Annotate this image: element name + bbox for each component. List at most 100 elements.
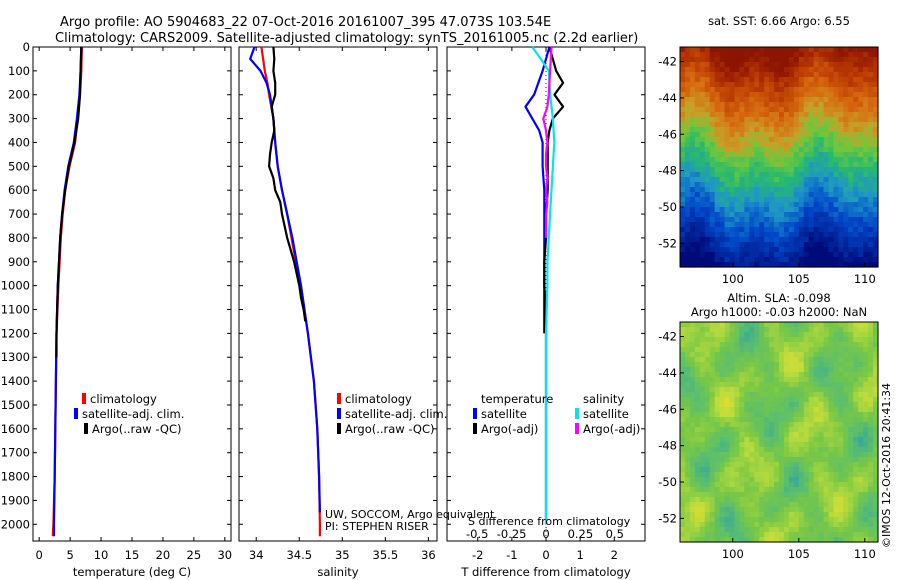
map-cell: [744, 507, 750, 513]
map-cell: [868, 487, 874, 493]
map-cell: [754, 147, 760, 153]
map-cell: [808, 417, 815, 423]
map-lon-label: 105: [788, 272, 810, 286]
map-cell: [823, 167, 830, 173]
map-cell: [813, 92, 820, 98]
map-cell: [754, 527, 760, 533]
map-cell: [680, 422, 686, 428]
map-cell: [694, 467, 701, 473]
map-cell: [793, 87, 800, 93]
map-cell: [828, 452, 835, 458]
map-cell: [734, 72, 740, 78]
map-cell: [774, 197, 780, 203]
map-cell: [828, 362, 835, 368]
map-cell: [793, 107, 800, 113]
map-cell: [744, 437, 750, 443]
map-cell: [808, 257, 815, 263]
map-cell: [764, 527, 770, 533]
map-cell: [749, 447, 755, 453]
map-cell: [759, 502, 765, 508]
map-cell: [803, 502, 810, 508]
map-cell: [828, 502, 835, 508]
map-cell: [709, 217, 716, 223]
map-cell: [744, 102, 750, 108]
map-cell: [838, 262, 844, 268]
map-cell: [868, 142, 874, 148]
map-cell: [828, 342, 835, 348]
map-cell: [798, 412, 805, 418]
map-cell: [694, 157, 701, 163]
map-cell: [863, 52, 869, 58]
map-cell: [818, 327, 825, 333]
map-cell: [803, 367, 810, 373]
map-cell: [714, 207, 721, 213]
depth-tick-label: 1100: [1, 303, 30, 317]
map-cell: [783, 502, 790, 508]
depth-tick-label: 1600: [1, 422, 30, 436]
map-cell: [734, 467, 740, 473]
map-cell: [853, 377, 859, 383]
map-cell: [699, 87, 706, 93]
map-cell: [813, 152, 820, 158]
map-cell: [759, 322, 765, 328]
map-cell: [749, 332, 755, 338]
map-cell: [828, 117, 835, 123]
map-cell: [788, 517, 795, 523]
map-cell: [709, 117, 716, 123]
map-cell: [774, 67, 780, 73]
map-cell: [858, 482, 864, 488]
map-cell: [828, 97, 835, 103]
map-cell: [873, 322, 879, 328]
map-cell: [719, 527, 726, 533]
depth-tick-label: 1300: [1, 350, 30, 364]
map-cell: [798, 137, 805, 143]
map-cell: [759, 102, 765, 108]
map-cell: [833, 182, 839, 188]
map-cell: [853, 157, 859, 163]
map-cell: [734, 97, 740, 103]
map-cell: [818, 72, 825, 78]
map-cell: [749, 372, 755, 378]
map-cell: [858, 82, 864, 88]
map-cell: [754, 102, 760, 108]
map-cell: [709, 432, 716, 438]
map-cell: [818, 462, 825, 468]
map-cell: [724, 492, 731, 498]
map-cell: [798, 467, 805, 473]
map-cell: [798, 432, 805, 438]
map-cell: [838, 472, 844, 478]
map-cell: [714, 47, 721, 53]
map-cell: [680, 417, 686, 423]
map-cell: [793, 527, 800, 533]
map-cell: [873, 457, 879, 463]
map-cell: [680, 432, 686, 438]
map-cell: [749, 517, 755, 523]
map-cell: [838, 492, 844, 498]
map-cell: [808, 337, 815, 343]
map-cell: [724, 352, 731, 358]
map-cell: [783, 407, 790, 413]
map-cell: [719, 182, 726, 188]
map-cell: [704, 422, 711, 428]
map-cell: [813, 407, 820, 413]
map-cell: [788, 112, 795, 118]
diff-legend-swatch-s-satellite: [575, 408, 579, 419]
map-cell: [788, 257, 795, 263]
map-cell: [833, 422, 839, 428]
map-cell: [709, 347, 716, 353]
map-cell: [868, 537, 874, 543]
map-cell: [744, 72, 750, 78]
map-lat-label: -42: [658, 330, 677, 344]
map-cell: [719, 152, 726, 158]
map-cell: [739, 97, 745, 103]
map-cell: [873, 262, 879, 268]
map-cell: [754, 497, 760, 503]
map-cell: [764, 462, 770, 468]
map-cell: [729, 52, 736, 58]
map-cell: [788, 532, 795, 538]
map-cell: [793, 232, 800, 238]
map-cell: [818, 452, 825, 458]
map-cell: [823, 47, 830, 53]
map-cell: [843, 112, 849, 118]
map-cell: [769, 372, 775, 378]
